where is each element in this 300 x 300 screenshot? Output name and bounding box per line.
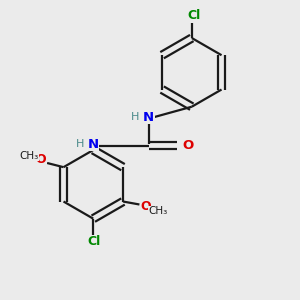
Text: H: H bbox=[131, 112, 139, 122]
Text: O: O bbox=[36, 153, 46, 166]
Text: CH₃: CH₃ bbox=[20, 151, 39, 161]
Text: Cl: Cl bbox=[88, 236, 101, 248]
Text: Cl: Cl bbox=[187, 9, 200, 22]
Text: CH₃: CH₃ bbox=[148, 206, 168, 216]
Text: O: O bbox=[183, 139, 194, 152]
Text: O: O bbox=[141, 200, 151, 213]
Text: H: H bbox=[76, 139, 85, 149]
Text: N: N bbox=[143, 111, 154, 124]
Text: N: N bbox=[88, 137, 99, 151]
